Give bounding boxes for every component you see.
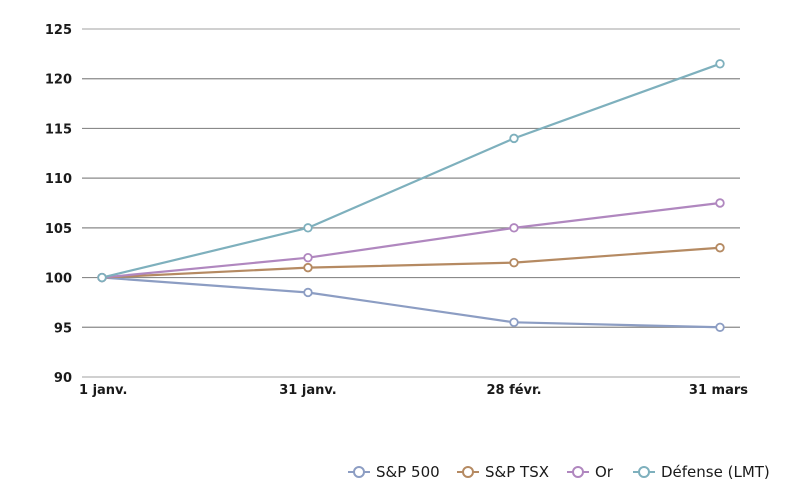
data-point xyxy=(97,272,107,283)
y-axis: 90 95 100 105 110 115 120 125 xyxy=(45,23,72,386)
data-point xyxy=(303,262,313,273)
series-line xyxy=(101,246,721,279)
legend-label: Défense (LMT) xyxy=(661,463,770,481)
series-line xyxy=(101,62,721,279)
legend-marker xyxy=(638,466,650,478)
data-point xyxy=(715,59,725,69)
x-tick-label: 31 mars xyxy=(689,383,748,398)
y-tick-label: 125 xyxy=(45,23,72,38)
legend-label: S&P 500 xyxy=(376,463,440,481)
x-tick-label: 28 févr. xyxy=(486,383,541,398)
y-tick-label: 120 xyxy=(45,73,72,88)
legend-marker xyxy=(572,466,584,478)
data-point xyxy=(509,257,519,268)
y-tick-label: 110 xyxy=(45,172,72,187)
series-line xyxy=(101,201,721,279)
series-points xyxy=(97,59,725,332)
x-axis: 1 janv. 31 janv. 28 févr. 31 mars xyxy=(79,383,748,398)
legend-marker xyxy=(353,466,365,478)
data-point xyxy=(509,133,519,144)
data-point xyxy=(303,223,313,233)
series-line xyxy=(101,276,721,329)
data-point xyxy=(509,223,519,233)
series-lines xyxy=(101,62,721,329)
x-tick-label: 31 janv. xyxy=(279,383,336,398)
y-tick-label: 115 xyxy=(45,122,72,137)
data-point xyxy=(303,287,313,298)
y-tick-label: 105 xyxy=(45,222,72,237)
y-tick-label: 95 xyxy=(54,321,72,336)
legend-label: S&P TSX xyxy=(485,463,549,481)
y-tick-label: 100 xyxy=(45,272,72,287)
legend-marker xyxy=(462,466,474,478)
grid-lines xyxy=(82,28,740,378)
legend-item: S&P 500 xyxy=(348,463,440,481)
data-point xyxy=(715,243,725,253)
legend-item: S&P TSX xyxy=(457,463,549,481)
legend-item: Défense (LMT) xyxy=(633,463,770,481)
legend-label: Or xyxy=(595,463,614,481)
data-point xyxy=(303,252,313,263)
legend-item: Or xyxy=(567,463,614,481)
legend: S&P 500 S&P TSX Or Défense (LMT) xyxy=(348,463,770,481)
data-point xyxy=(509,317,519,328)
y-tick-label: 90 xyxy=(54,371,72,386)
x-tick-label: 1 janv. xyxy=(79,383,127,398)
data-point xyxy=(715,322,725,332)
data-point xyxy=(715,198,725,208)
